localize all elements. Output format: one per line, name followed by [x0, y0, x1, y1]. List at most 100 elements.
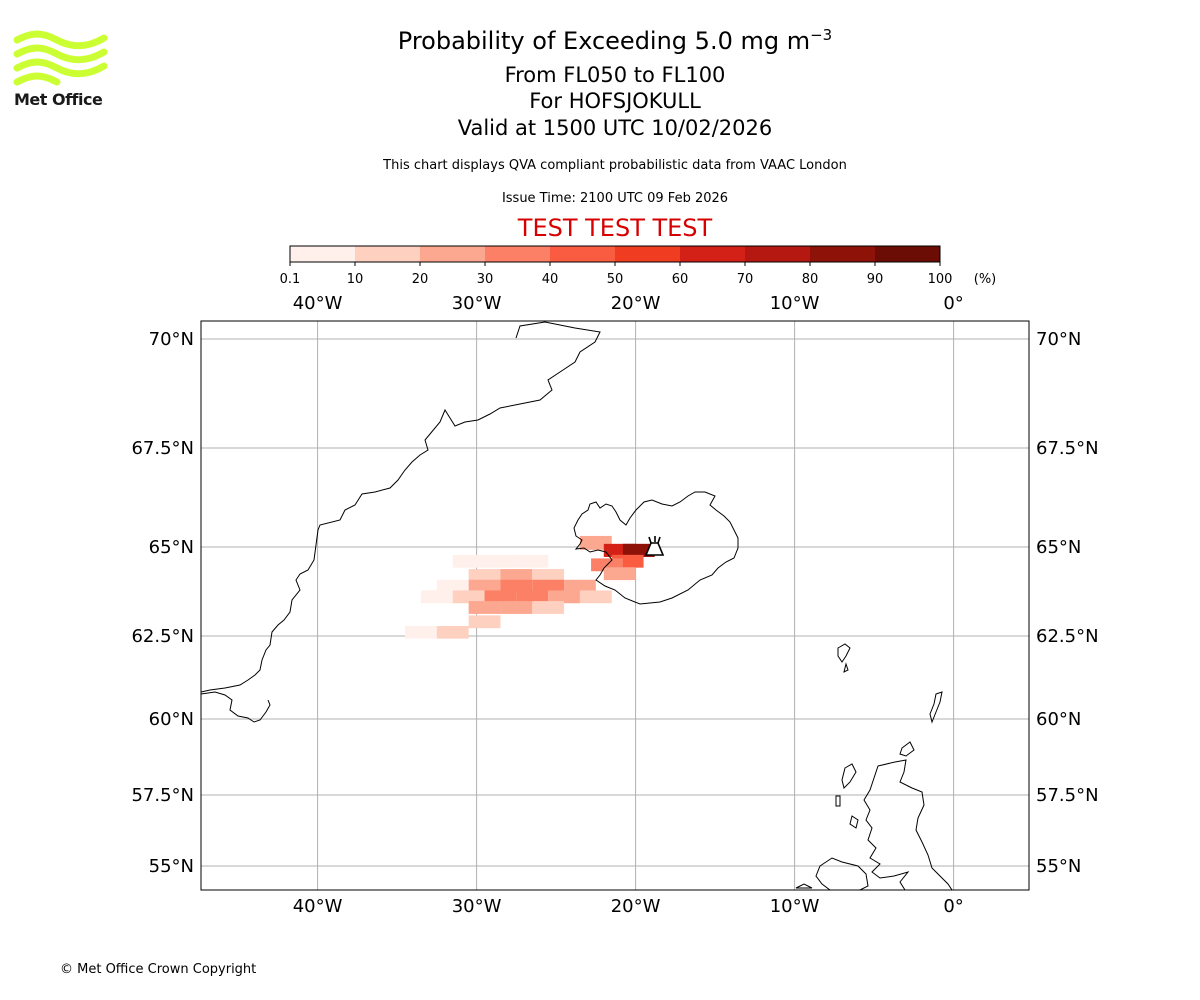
probability-cell	[468, 615, 501, 629]
longitude-label-bottom: 20°W	[611, 896, 661, 917]
colorbar-swatch	[420, 246, 485, 262]
latitude-label-right: 70°N	[1036, 329, 1081, 350]
volcano-icon	[644, 536, 665, 556]
map-background	[201, 321, 1029, 890]
latitude-label-right: 62.5°N	[1036, 626, 1099, 647]
colorbar-tick-label: 50	[607, 272, 624, 287]
colorbar-swatch	[680, 246, 745, 262]
probability-cell	[468, 579, 501, 593]
probability-cell	[420, 590, 453, 604]
probability-cell	[603, 567, 636, 581]
longitude-label-top: 30°W	[452, 293, 502, 314]
issue-time: Issue Time: 2100 UTC 09 Feb 2026	[501, 191, 729, 206]
met-office-waves-icon	[13, 30, 108, 86]
probability-cell	[516, 590, 549, 604]
faroe-islands-coast	[837, 643, 851, 673]
hebrides-coast	[835, 763, 859, 829]
title-text: Probability of Exceeding 5.0 mg m	[397, 27, 811, 55]
greenland-south-coast	[201, 691, 271, 723]
latitude-label-left: 62.5°N	[131, 626, 194, 647]
latitude-label-right: 65°N	[1036, 537, 1081, 558]
probability-cell	[405, 626, 437, 639]
ireland-coast	[795, 857, 869, 890]
colorbar-swatch	[290, 246, 355, 262]
latitude-label-left: 60°N	[149, 709, 194, 730]
latitude-label-right: 60°N	[1036, 709, 1081, 730]
colorbar-tick-label: 60	[672, 272, 689, 287]
probability-cell	[532, 579, 565, 593]
flight-level-range: From FL050 to FL100	[504, 63, 726, 87]
probability-cell	[500, 579, 533, 593]
probability-cell	[436, 626, 469, 639]
colorbar-swatch	[355, 246, 420, 262]
longitude-label-top: 0°	[943, 293, 963, 314]
colorbar-tick-label: 90	[867, 272, 884, 287]
longitude-label-top: 20°W	[611, 293, 661, 314]
colorbar-unit: (%)	[974, 272, 997, 287]
colorbar-swatch	[485, 246, 550, 262]
latitude-label-right: 55°N	[1036, 856, 1081, 877]
colorbar-swatch	[875, 246, 940, 262]
copyright-notice: © Met Office Crown Copyright	[60, 962, 257, 977]
probability-cell	[532, 601, 565, 614]
probability-cell	[548, 590, 580, 604]
longitude-label-top: 40°W	[293, 293, 343, 314]
probability-cell	[468, 569, 501, 582]
probability-cell	[436, 579, 469, 593]
logo-wordmark: Met Office	[14, 90, 103, 109]
coastlines	[201, 321, 953, 890]
probability-cell	[564, 579, 596, 593]
chart-title: Probability of Exceeding 5.0 mg m−3	[0, 26, 1200, 55]
probability-cell	[452, 590, 485, 604]
greenland-coast	[201, 321, 601, 693]
probability-cell	[579, 590, 612, 604]
scotland-coast	[863, 759, 953, 890]
colorbar-tick-label: 20	[412, 272, 429, 287]
colorbar-tick-label: 100	[928, 272, 953, 287]
colorbar-tick-label: 70	[737, 272, 754, 287]
probability-cell	[516, 554, 549, 568]
chart-subtitle: This chart displays QVA compliant probab…	[383, 158, 847, 173]
valid-time: Valid at 1500 UTC 10/02/2026	[457, 116, 773, 140]
probability-cell	[532, 569, 565, 582]
test-banner: TEST TEST TEST	[517, 214, 713, 242]
probability-cell	[484, 590, 517, 604]
iceland-coast	[573, 491, 739, 605]
probability-cell	[484, 554, 517, 568]
probability-cell	[468, 601, 501, 614]
colorbar-tick-label: 40	[542, 272, 559, 287]
longitude-label-bottom: 0°	[943, 896, 963, 917]
probability-cell	[500, 601, 533, 614]
latitude-label-left: 67.5°N	[131, 438, 194, 459]
axis-labels: 40°W 40°W 30°W 30°W 20°W 20°W 10°W 10°W 0° 0° 70°N…	[131, 293, 1098, 917]
colorbar-swatch	[550, 246, 615, 262]
colorbar-swatch	[810, 246, 875, 262]
colorbar-swatch	[745, 246, 810, 262]
colorbar-tick-label: 30	[477, 272, 494, 287]
probability-cell	[452, 554, 485, 568]
colorbar-tick-label: 0.1	[280, 272, 301, 287]
longitude-label-bottom: 10°W	[770, 896, 820, 917]
shetland-coast	[929, 691, 943, 724]
latitude-label-right: 67.5°N	[1036, 438, 1099, 459]
latitude-label-right: 57.5°N	[1036, 785, 1099, 806]
latitude-label-left: 57.5°N	[131, 785, 194, 806]
latitude-label-left: 70°N	[149, 329, 194, 350]
longitude-label-bottom: 30°W	[452, 896, 502, 917]
longitude-label-bottom: 40°W	[293, 896, 343, 917]
longitude-label-top: 10°W	[770, 293, 820, 314]
volcano-name: For HOFSJOKULL	[529, 89, 701, 113]
colorbar-ticks: 0.1 10 20 30 40 50 60 70 80 90 100	[280, 262, 953, 287]
latitude-label-left: 55°N	[149, 856, 194, 877]
met-office-logo: Met Office	[12, 30, 112, 114]
title-exponent: −3	[810, 26, 833, 44]
colorbar: 0.1 10 20 30 40 50 60 70 80 90 100 (%)	[280, 245, 997, 287]
colorbar-tick-label: 10	[347, 272, 364, 287]
colorbar-swatch	[615, 246, 680, 262]
probability-field	[405, 535, 655, 639]
map-frame	[200, 320, 1030, 891]
orkney-coast	[899, 741, 915, 757]
probability-cell	[500, 569, 533, 582]
latitude-label-left: 65°N	[149, 537, 194, 558]
colorbar-boxes	[290, 246, 940, 262]
